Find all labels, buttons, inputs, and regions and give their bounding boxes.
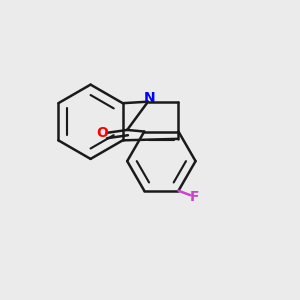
Text: O: O [96, 126, 108, 140]
Text: N: N [144, 91, 155, 105]
Text: F: F [190, 190, 200, 204]
